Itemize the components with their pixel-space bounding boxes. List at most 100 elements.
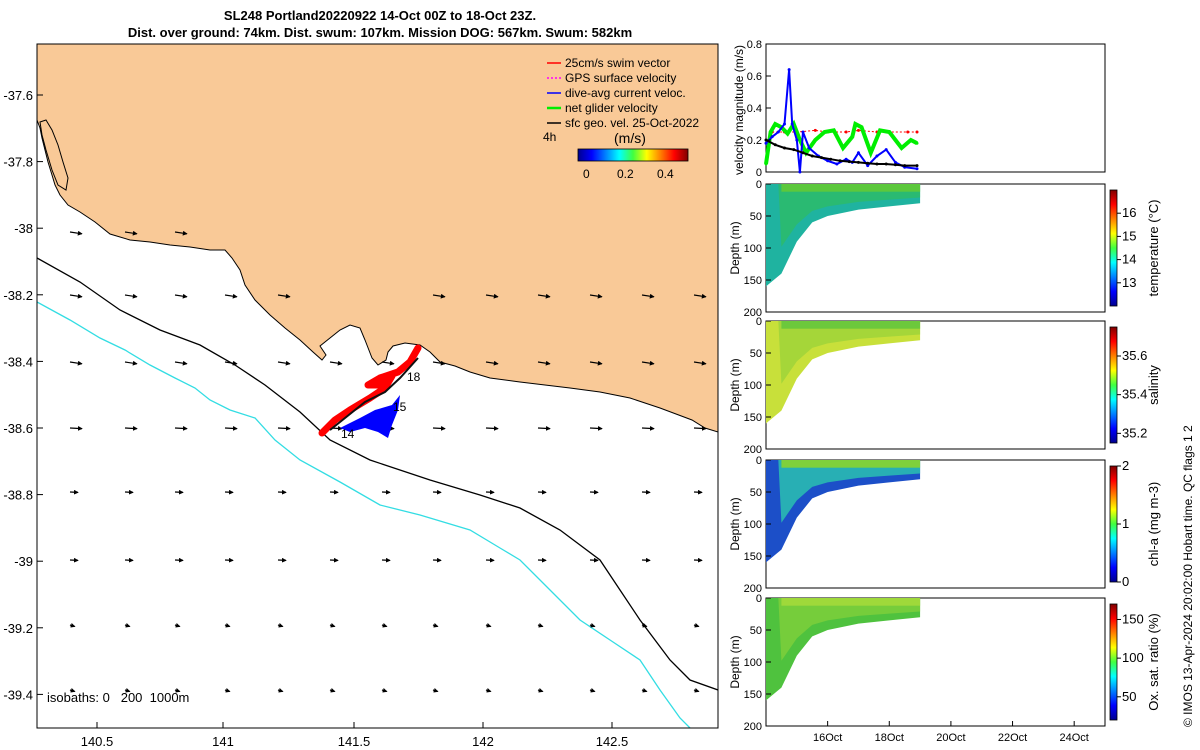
velocity-point [835, 162, 839, 166]
isobath-200m [37, 257, 718, 691]
velocity-point [829, 157, 833, 161]
current-arrow [124, 426, 138, 431]
velocity-point [909, 138, 913, 142]
velocity-point [887, 130, 891, 134]
profile-x-ticks: 16Oct 18Oct 20Oct 22Oct 24Oct [813, 721, 1089, 744]
velocity-point [866, 164, 870, 168]
velocity-point [795, 138, 799, 142]
velocity-ytick-label: 0.8 [747, 39, 762, 51]
velocity-ytick-label: 0.4 [747, 103, 762, 115]
map-ytick-label: -39.2 [3, 621, 33, 636]
current-arrow [641, 623, 648, 628]
profile-xtick-label: 20Oct [936, 732, 965, 744]
velocity-point [773, 143, 777, 147]
salinity-ytick-label: 50 [750, 348, 762, 360]
interval-label: 4h [543, 130, 556, 144]
profile-xtick-label: 16Oct [813, 732, 842, 744]
colorbar-tick-0: 0 [583, 167, 590, 181]
chla-cb-tick-label: 0 [1122, 574, 1129, 589]
velocity-series-line [764, 119, 918, 165]
map-y-ticks: -37.6 -37.8 -38 -38.2 -38.4 -38.6 -38.8 -39 -39.… [3, 88, 43, 702]
salinity-colorbar [1109, 326, 1118, 444]
current-arrow [277, 293, 291, 299]
map-ytick-label: -39.4 [3, 687, 33, 702]
temperature-section-layer [778, 184, 921, 247]
current-arrow [174, 360, 188, 366]
map-ytick-label: -38.6 [3, 421, 33, 436]
current-arrow [641, 293, 655, 299]
oxygen-surface-layer [781, 598, 921, 606]
velocity-panel: 0 0.2 0.4 0.6 0.8 velocity magnitude (m/s) [732, 39, 1106, 179]
current-arrow [432, 688, 439, 693]
current-arrow [485, 293, 499, 299]
legend-swim: 25cm/s swim vector [565, 56, 670, 70]
salinity-panel: 0 50 100 150 200 Depth (m) 35.2 35.4 35.6 salinit… [728, 316, 1161, 456]
velocity-point [813, 138, 817, 142]
current-arrow [485, 623, 492, 628]
temperature-colorbar [1109, 189, 1118, 307]
oxygen-cb-label: Ox. sat. ratio (%) [1146, 613, 1161, 711]
temperature-panel: 0 50 100 150 200 Depth (m) 13 14 15 16 temperature… [728, 179, 1161, 319]
map-ytick-label: -38 [14, 221, 33, 236]
salinity-cb-label: salinity [1146, 365, 1161, 405]
legend-net: net glider velocity [565, 101, 658, 115]
current-arrow [537, 360, 551, 366]
current-arrow [277, 426, 291, 431]
velocity-point [893, 160, 897, 164]
net-track-line [329, 357, 419, 431]
swim-vector-track [318, 344, 422, 437]
oxygen-ytick-label: 200 [744, 721, 762, 733]
current-arrow [124, 623, 131, 628]
velocity-series [764, 68, 919, 174]
map-panel: 14 15 18 140.5 141 141.5 142 142.5 -37.6-37.… [3, 43, 719, 749]
current-arrow [224, 426, 238, 431]
current-arrow [485, 360, 499, 366]
velocity-point [850, 135, 854, 139]
current-arrow [432, 426, 446, 431]
map-frame [36, 43, 719, 729]
colorbar-tick-1: 0.2 [617, 167, 634, 181]
chla-ytick-label: 150 [744, 551, 762, 563]
salinity-cb-tick-label: 35.6 [1122, 348, 1147, 363]
velocity-series-line [772, 129, 918, 133]
velocity-point [773, 122, 777, 126]
velocity-point [875, 162, 879, 166]
velocity-point [770, 135, 774, 139]
chla-ytick-label: 50 [750, 487, 762, 499]
velocity-point [900, 146, 904, 150]
velocity-point [847, 160, 851, 164]
temperature-cb-tick-label: 15 [1122, 228, 1136, 243]
velocity-point [856, 151, 860, 155]
current-arrow [224, 623, 231, 628]
velocity-point [915, 141, 919, 145]
oxygen-ytick-label: 50 [750, 625, 762, 637]
velocity-point [856, 160, 860, 164]
velocity-ytick-label: 0 [756, 167, 762, 179]
oxygen-ytick-label: 0 [756, 593, 762, 605]
temperature-ytick-label: 0 [756, 179, 762, 191]
velocity-point [853, 122, 857, 126]
current-arrow [329, 360, 343, 366]
profile-xtick-label: 22Oct [998, 732, 1027, 744]
dive-avg-current-blob [340, 395, 400, 438]
velocity-point [838, 159, 842, 163]
salinity-ytick-label: 150 [744, 412, 762, 424]
velocity-point [856, 128, 860, 132]
velocity-point [786, 132, 790, 136]
velocity-point [801, 130, 805, 134]
current-arrow [124, 293, 138, 299]
current-arrow [432, 360, 446, 366]
current-arrow [69, 623, 76, 628]
velocity-point [790, 122, 794, 126]
chla-ytick-label: 200 [744, 583, 762, 595]
current-arrow [432, 293, 446, 299]
velocity-point [866, 161, 870, 165]
chla-cb-label: chl-a (mg m-3) [1146, 482, 1161, 567]
current-arrow [693, 360, 707, 366]
velocity-ylabel: velocity magnitude (m/s) [732, 45, 746, 175]
velocity-point [875, 154, 879, 158]
current-arrow [589, 426, 603, 431]
chla-ytick-label: 100 [744, 519, 762, 531]
current-arrow [174, 293, 188, 299]
velocity-point [819, 156, 823, 160]
